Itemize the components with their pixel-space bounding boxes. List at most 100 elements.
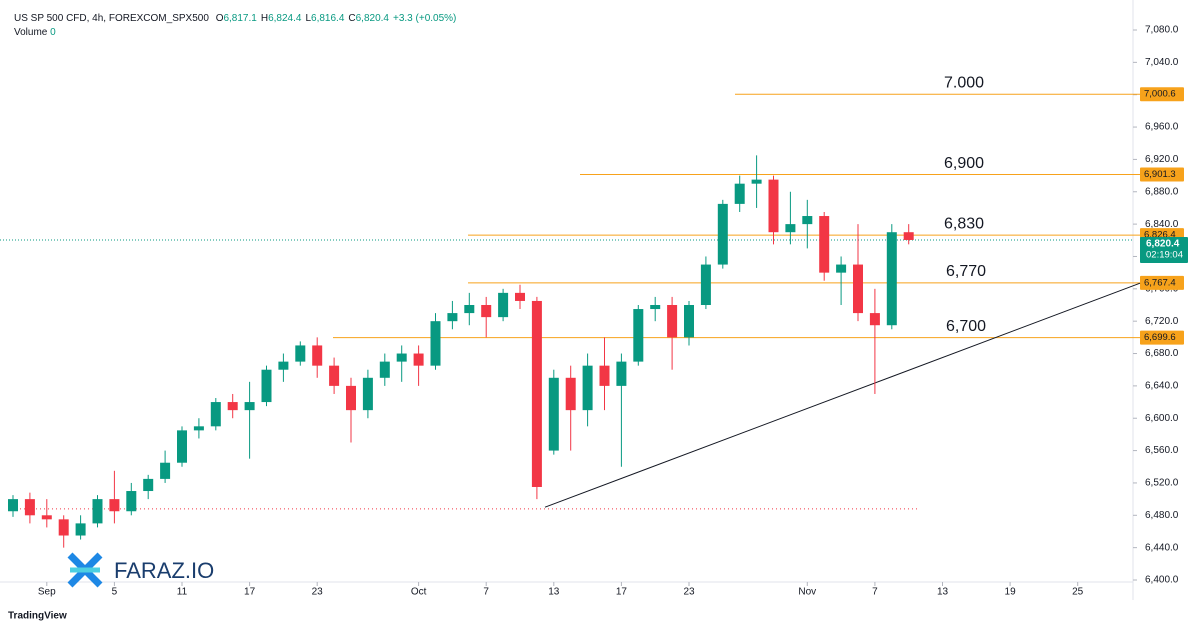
candle-body <box>177 430 187 463</box>
candle <box>548 369 559 455</box>
x-tick-label: 5 <box>112 587 118 598</box>
candle-body <box>531 300 542 487</box>
candle-body <box>785 224 796 233</box>
candle <box>464 292 475 326</box>
x-tick-label: 7 <box>872 587 878 598</box>
candle-body <box>58 519 69 536</box>
symbol: US SP 500 CFD, 4h, FOREXCOM_SPX500 <box>14 13 209 24</box>
candle-body <box>548 377 559 451</box>
candle-body <box>903 232 914 240</box>
candle <box>109 470 120 524</box>
y-tick-label: 7,080.0 <box>1145 25 1179 36</box>
x-tick-label: 23 <box>312 587 324 598</box>
candle <box>582 353 593 427</box>
candle <box>515 284 525 310</box>
candle-body <box>819 216 830 273</box>
candle-body <box>869 313 880 326</box>
y-tick-label: 6,560.0 <box>1145 445 1179 456</box>
footer: TradingView <box>8 611 67 622</box>
candle <box>210 398 221 431</box>
candle <box>8 495 18 517</box>
candle <box>160 450 171 483</box>
candle <box>616 353 627 467</box>
y-tick-label: 6,680.0 <box>1145 348 1179 359</box>
candle <box>227 393 238 419</box>
candle <box>785 191 796 245</box>
level-annotation: 6,700 <box>946 318 986 335</box>
x-tick-label: 11 <box>177 587 188 598</box>
candle-body <box>447 313 458 322</box>
candle <box>329 357 340 394</box>
ohlc-key: C <box>348 13 355 24</box>
candle-body <box>717 203 728 265</box>
candle-body <box>599 365 610 386</box>
candle <box>531 296 542 500</box>
ohlc-value: 6,824.4 <box>268 13 302 24</box>
candle-body <box>126 491 137 512</box>
logo-text: FARAZ.IO <box>114 558 214 583</box>
y-tick-label: 6,440.0 <box>1145 542 1179 553</box>
price-badge-label: 6,699.6 <box>1144 332 1176 343</box>
candle <box>768 175 779 245</box>
candle-body <box>75 523 86 536</box>
candle-body <box>227 402 238 411</box>
candle-body <box>92 499 103 524</box>
candle <box>24 492 35 524</box>
candle <box>261 365 272 407</box>
volume-label: Volume <box>14 27 48 38</box>
y-tick-label: 6,600.0 <box>1145 413 1179 424</box>
candle-body <box>295 345 306 362</box>
candle-body <box>751 179 762 184</box>
candle <box>667 296 678 370</box>
candle <box>244 381 255 459</box>
candle <box>193 418 204 439</box>
candle <box>700 256 711 310</box>
price-badge-label: 6,901.3 <box>1144 169 1176 180</box>
candle <box>92 495 103 528</box>
candle-body <box>24 499 35 516</box>
x-tick-label: 13 <box>548 587 560 598</box>
candle-body <box>734 183 745 204</box>
candle <box>498 288 509 322</box>
candle <box>650 296 661 322</box>
y-tick-label: 6,480.0 <box>1145 510 1179 521</box>
candle-body <box>244 402 255 411</box>
y-tick-label: 6,920.0 <box>1145 154 1179 165</box>
level-annotation: 6,770 <box>946 263 986 280</box>
candle <box>346 377 356 443</box>
candle-body <box>346 385 356 411</box>
y-tick-label: 6,880.0 <box>1145 186 1179 197</box>
level-annotation: 7.000 <box>944 74 984 91</box>
candle-body <box>160 462 171 479</box>
price-badge <box>1140 330 1184 345</box>
candle <box>481 296 492 338</box>
x-tick-label: 17 <box>244 587 256 598</box>
candle-body <box>633 309 644 362</box>
x-tick-label: 13 <box>937 587 949 598</box>
candle <box>177 426 187 467</box>
candle <box>903 224 914 245</box>
level-annotation: 6,830 <box>944 215 984 232</box>
candle <box>684 300 694 346</box>
x-tick-label: 17 <box>616 587 628 598</box>
x-tick-label: 19 <box>1005 587 1017 598</box>
candle <box>41 499 52 528</box>
candle <box>126 482 137 516</box>
ohlc-value: 6,820.4 <box>356 13 390 24</box>
candle-body <box>464 305 475 314</box>
level-annotation: 6,900 <box>944 155 984 172</box>
y-tick-label: 6,960.0 <box>1145 122 1179 133</box>
candle-body <box>413 353 424 366</box>
candle <box>751 155 762 208</box>
candle-body <box>109 499 120 512</box>
candle <box>853 224 863 322</box>
price-badge-label: 7,000.6 <box>1144 89 1176 100</box>
ohlc-value: 6,816.4 <box>311 13 345 24</box>
candle-body <box>430 321 441 366</box>
candle-body <box>481 305 492 318</box>
y-tick-label: 6,520.0 <box>1145 478 1179 489</box>
candle-body <box>329 365 340 386</box>
candle <box>362 369 373 419</box>
candle <box>447 300 458 330</box>
